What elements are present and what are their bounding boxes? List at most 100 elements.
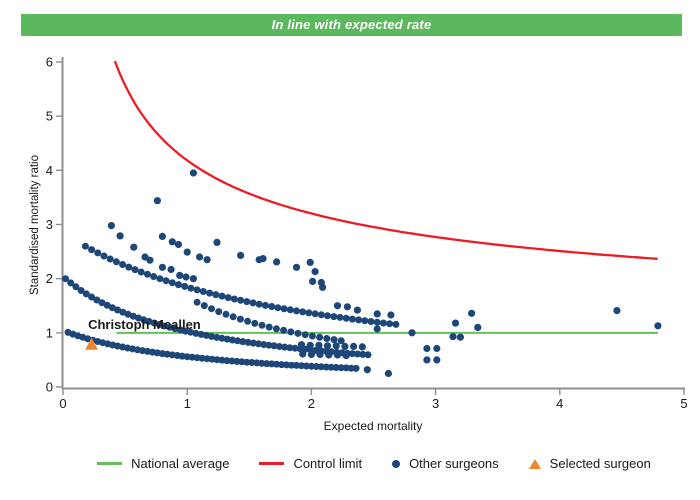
- surgeon-point: [309, 277, 317, 285]
- surgeon-point: [274, 304, 282, 312]
- surgeon-point: [423, 344, 431, 353]
- surgeon-point: [302, 362, 310, 370]
- surgeon-point: [228, 336, 236, 344]
- surgeon-point: [387, 311, 395, 319]
- y-tick-label: 6: [46, 54, 53, 69]
- surgeon-point: [182, 327, 189, 335]
- surgeon-point: [88, 246, 96, 254]
- surgeon-point: [386, 320, 394, 328]
- surgeon-point: [311, 268, 319, 276]
- surgeon-point: [156, 275, 164, 283]
- surgeon-point: [354, 350, 362, 358]
- surgeon-point: [168, 238, 176, 246]
- surgeon-point: [125, 263, 133, 271]
- surgeon-point: [364, 351, 372, 359]
- surgeon-point: [373, 310, 381, 318]
- legend-item-other-surgeons: Other surgeons: [392, 456, 499, 471]
- surgeon-point: [98, 299, 106, 307]
- surgeon-point: [265, 323, 273, 331]
- surgeon-point: [103, 301, 111, 309]
- surgeon-point: [100, 252, 108, 260]
- surgeon-point: [234, 337, 242, 345]
- surgeon-point: [384, 369, 392, 378]
- surgeon-point: [248, 359, 256, 366]
- surgeon-point: [373, 318, 381, 326]
- surgeon-point: [373, 325, 381, 333]
- surgeon-point: [130, 243, 138, 251]
- surgeon-point: [613, 307, 621, 315]
- surgeon-point: [72, 283, 80, 291]
- x-tick-label: 2: [308, 396, 315, 411]
- surgeon-point: [330, 313, 338, 321]
- surgeon-point: [337, 364, 345, 372]
- selected-surgeon-label: Christoph Mcallen: [88, 317, 201, 332]
- y-axis-title: Standardised mortality ratio: [29, 155, 41, 295]
- surgeon-point: [249, 339, 257, 347]
- surgeon-point: [317, 363, 325, 371]
- surgeon-point: [181, 282, 189, 290]
- control-limit-line-swatch-icon: [259, 462, 285, 465]
- surgeon-point: [281, 343, 289, 351]
- selected-surgeon-marker[interactable]: [85, 337, 98, 350]
- surgeon-point: [150, 273, 158, 280]
- status-banner-text: In line with expected rate: [271, 17, 432, 32]
- surgeon-point: [291, 344, 299, 352]
- surgeon-point: [106, 255, 114, 263]
- surgeon-point: [88, 293, 96, 301]
- surgeon-point: [299, 350, 307, 358]
- surgeon-point: [230, 295, 238, 303]
- surgeon-point: [208, 305, 215, 313]
- surgeon-point: [237, 251, 245, 259]
- surgeon-point: [222, 310, 230, 318]
- surgeon-point: [249, 299, 257, 307]
- x-tick-label: 1: [184, 396, 191, 411]
- surgeon-point: [62, 275, 69, 283]
- surgeon-point: [361, 317, 369, 325]
- surgeon-point: [196, 253, 204, 261]
- surgeon-point: [183, 248, 191, 256]
- legend-label-national-average: National average: [131, 456, 230, 471]
- surgeon-point: [193, 298, 201, 306]
- surgeon-point: [67, 279, 75, 287]
- surgeon-point: [198, 354, 206, 362]
- surgeon-point: [174, 240, 183, 249]
- surgeon-point: [158, 232, 166, 240]
- surgeon-point: [212, 291, 220, 299]
- surgeon-point: [260, 341, 268, 348]
- surgeon-point: [244, 338, 252, 346]
- surgeon-point: [343, 303, 351, 311]
- x-tick-label: 5: [680, 396, 687, 411]
- surgeon-point: [119, 261, 127, 268]
- surgeon-point: [433, 344, 441, 353]
- x-tick-label: 0: [59, 396, 66, 411]
- surgeon-point: [363, 366, 371, 374]
- surgeon-point: [202, 331, 210, 339]
- surgeon-point: [342, 352, 350, 360]
- surgeon-point: [203, 256, 211, 264]
- surgeon-point: [311, 310, 319, 318]
- surgeon-point: [243, 358, 251, 366]
- surgeon-point: [355, 316, 363, 324]
- surgeon-point: [275, 343, 283, 350]
- surgeon-point: [323, 342, 332, 350]
- surgeon-point: [137, 268, 145, 276]
- surgeon-point: [77, 287, 85, 294]
- funnel-plot-chart: 0 1 2 3 4 5 0 1 2 3 4 5 6 Standardised mortality rati…: [29, 54, 688, 433]
- surgeon-point: [261, 301, 269, 309]
- surgeon-point: [251, 319, 259, 327]
- surgeon-point: [223, 335, 231, 343]
- surgeon-point: [315, 341, 323, 349]
- surgeon-point: [449, 333, 457, 341]
- surgeon-point: [116, 232, 124, 240]
- surgeon-point: [297, 341, 306, 349]
- surgeon-point: [213, 356, 221, 364]
- surgeon-point: [223, 357, 231, 365]
- surgeon-point: [293, 307, 300, 315]
- surgeon-point: [224, 294, 232, 302]
- surgeon-point: [244, 317, 252, 325]
- surgeon-point: [280, 305, 288, 313]
- surgeon-point: [153, 197, 161, 205]
- surgeon-point: [218, 292, 226, 300]
- y-tick-label: 3: [46, 217, 53, 232]
- surgeon-point: [278, 361, 286, 369]
